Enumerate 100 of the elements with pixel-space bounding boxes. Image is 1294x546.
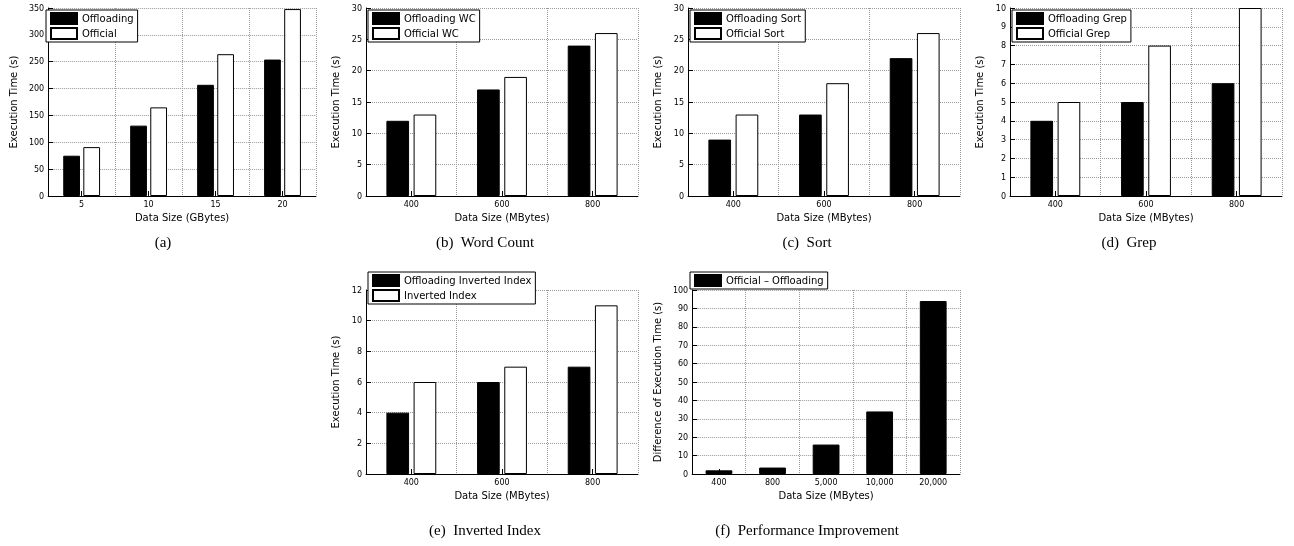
x-tick-label: 15 (210, 199, 221, 209)
x-axis-title: Data Size (MBytes) (776, 212, 872, 224)
y-tick-label: 200 (28, 84, 45, 94)
x-tick-label: 800 (907, 199, 923, 209)
y-axis-title: Execution Time (s) (651, 55, 663, 149)
legend-label: Offloading Sort (726, 13, 802, 24)
x-tick-label: 400 (725, 199, 741, 209)
x-tick-label: 800 (764, 477, 781, 487)
x-axis-title: Data Size (MBytes) (778, 490, 874, 502)
y-tick-label: 0 (678, 191, 684, 201)
legend-label: Official WC (404, 28, 459, 39)
x-tick-label: 5 (79, 199, 85, 209)
y-tick-label: 3 (1000, 135, 1006, 145)
y-tick-label: 10 (995, 3, 1006, 13)
y-tick-label: 25 (351, 34, 362, 44)
y-axis-title: Execution Time (s) (329, 335, 341, 429)
y-tick-label: 40 (677, 395, 689, 405)
x-tick-label: 400 (711, 477, 727, 487)
y-tick-label: 50 (677, 377, 689, 387)
legend-label: Official Sort (726, 28, 785, 39)
x-tick-label: 400 (403, 199, 419, 209)
y-tick-label: 7 (1000, 59, 1006, 69)
y-tick-label: 50 (33, 164, 45, 174)
x-tick-label: 10,000 (865, 477, 894, 487)
y-tick-label: 8 (356, 346, 362, 356)
y-tick-label: 6 (356, 377, 362, 387)
y-tick-label: 100 (672, 285, 689, 295)
x-axis-title: Data Size (MBytes) (454, 212, 550, 224)
y-tick-label: 10 (351, 128, 362, 138)
y-tick-label: 4 (356, 408, 362, 418)
text: (a) (154, 233, 172, 251)
y-tick-label: 10 (677, 451, 689, 461)
y-axis-title: Execution Time (s) (329, 55, 341, 149)
y-tick-label: 0 (683, 469, 689, 479)
y-tick-label: 90 (677, 303, 689, 313)
y-tick-label: 0 (356, 191, 362, 201)
y-tick-label: 25 (673, 34, 684, 44)
legend-label: Offloading Grep (1048, 13, 1127, 24)
x-tick-label: 800 (585, 477, 601, 487)
x-tick-label: 5,000 (814, 477, 838, 487)
y-tick-label: 2 (1000, 153, 1006, 163)
y-tick-label: 15 (351, 97, 362, 107)
x-tick-label: 800 (1229, 199, 1245, 209)
x-tick-label: 600 (494, 199, 510, 209)
y-tick-label: 1 (1000, 172, 1006, 182)
y-tick-label: 0 (1000, 191, 1006, 201)
y-tick-label: 2 (356, 438, 362, 448)
y-tick-label: 12 (351, 285, 362, 295)
x-tick-label: 20,000 (919, 477, 948, 487)
x-tick-label: 600 (1138, 199, 1154, 209)
text: (f) Performance Improvement (715, 521, 900, 539)
y-tick-label: 60 (677, 359, 689, 369)
legend-label: Offloading (82, 13, 134, 24)
y-tick-label: 6 (1000, 78, 1006, 88)
y-tick-label: 10 (673, 128, 684, 138)
legend-label: Offloading Inverted Index (404, 275, 532, 286)
y-tick-label: 4 (1000, 116, 1006, 126)
text: (d) Grep (1101, 233, 1157, 251)
legend-label: Official Grep (1048, 28, 1111, 39)
y-tick-label: 0 (39, 191, 45, 201)
y-axis-title: Execution Time (s) (7, 55, 19, 149)
x-tick-label: 20 (277, 199, 288, 209)
legend-label: Inverted Index (404, 290, 477, 301)
y-axis-title: Difference of Execution Time (s) (651, 301, 663, 463)
x-tick-label: 600 (816, 199, 832, 209)
y-tick-label: 9 (1000, 22, 1006, 32)
x-tick-label: 10 (143, 199, 154, 209)
y-tick-label: 100 (28, 137, 45, 147)
y-tick-label: 80 (677, 322, 689, 332)
text: (c) Sort (782, 233, 833, 251)
x-axis-title: Data Size (GBytes) (134, 212, 230, 224)
x-axis-title: Data Size (MBytes) (1098, 212, 1194, 224)
y-tick-label: 150 (28, 110, 45, 120)
y-tick-label: 15 (673, 97, 684, 107)
y-tick-label: 250 (28, 57, 45, 67)
x-axis-title: Data Size (MBytes) (454, 490, 550, 502)
y-tick-label: 0 (356, 469, 362, 479)
y-tick-label: 30 (351, 3, 362, 13)
text: (b) Word Count (435, 233, 535, 251)
y-tick-label: 8 (1000, 41, 1006, 51)
y-tick-label: 20 (351, 66, 362, 76)
legend-label: Official – Offloading (726, 275, 824, 286)
y-tick-label: 20 (677, 432, 689, 442)
y-tick-label: 5 (1000, 97, 1006, 107)
y-tick-label: 70 (677, 340, 689, 350)
y-tick-label: 30 (677, 414, 689, 424)
x-tick-label: 400 (1047, 199, 1063, 209)
x-tick-label: 600 (494, 477, 510, 487)
legend-label: Official (82, 28, 117, 39)
text: (e) Inverted Index (428, 521, 542, 539)
legend-label: Offloading WC (404, 13, 476, 24)
y-tick-label: 20 (673, 66, 684, 76)
x-tick-label: 400 (403, 477, 419, 487)
y-tick-label: 300 (28, 30, 45, 40)
y-tick-label: 5 (678, 160, 684, 170)
y-tick-label: 30 (673, 3, 684, 13)
y-tick-label: 350 (28, 3, 45, 13)
y-axis-title: Execution Time (s) (973, 55, 985, 149)
x-tick-label: 800 (585, 199, 601, 209)
y-tick-label: 5 (356, 160, 362, 170)
